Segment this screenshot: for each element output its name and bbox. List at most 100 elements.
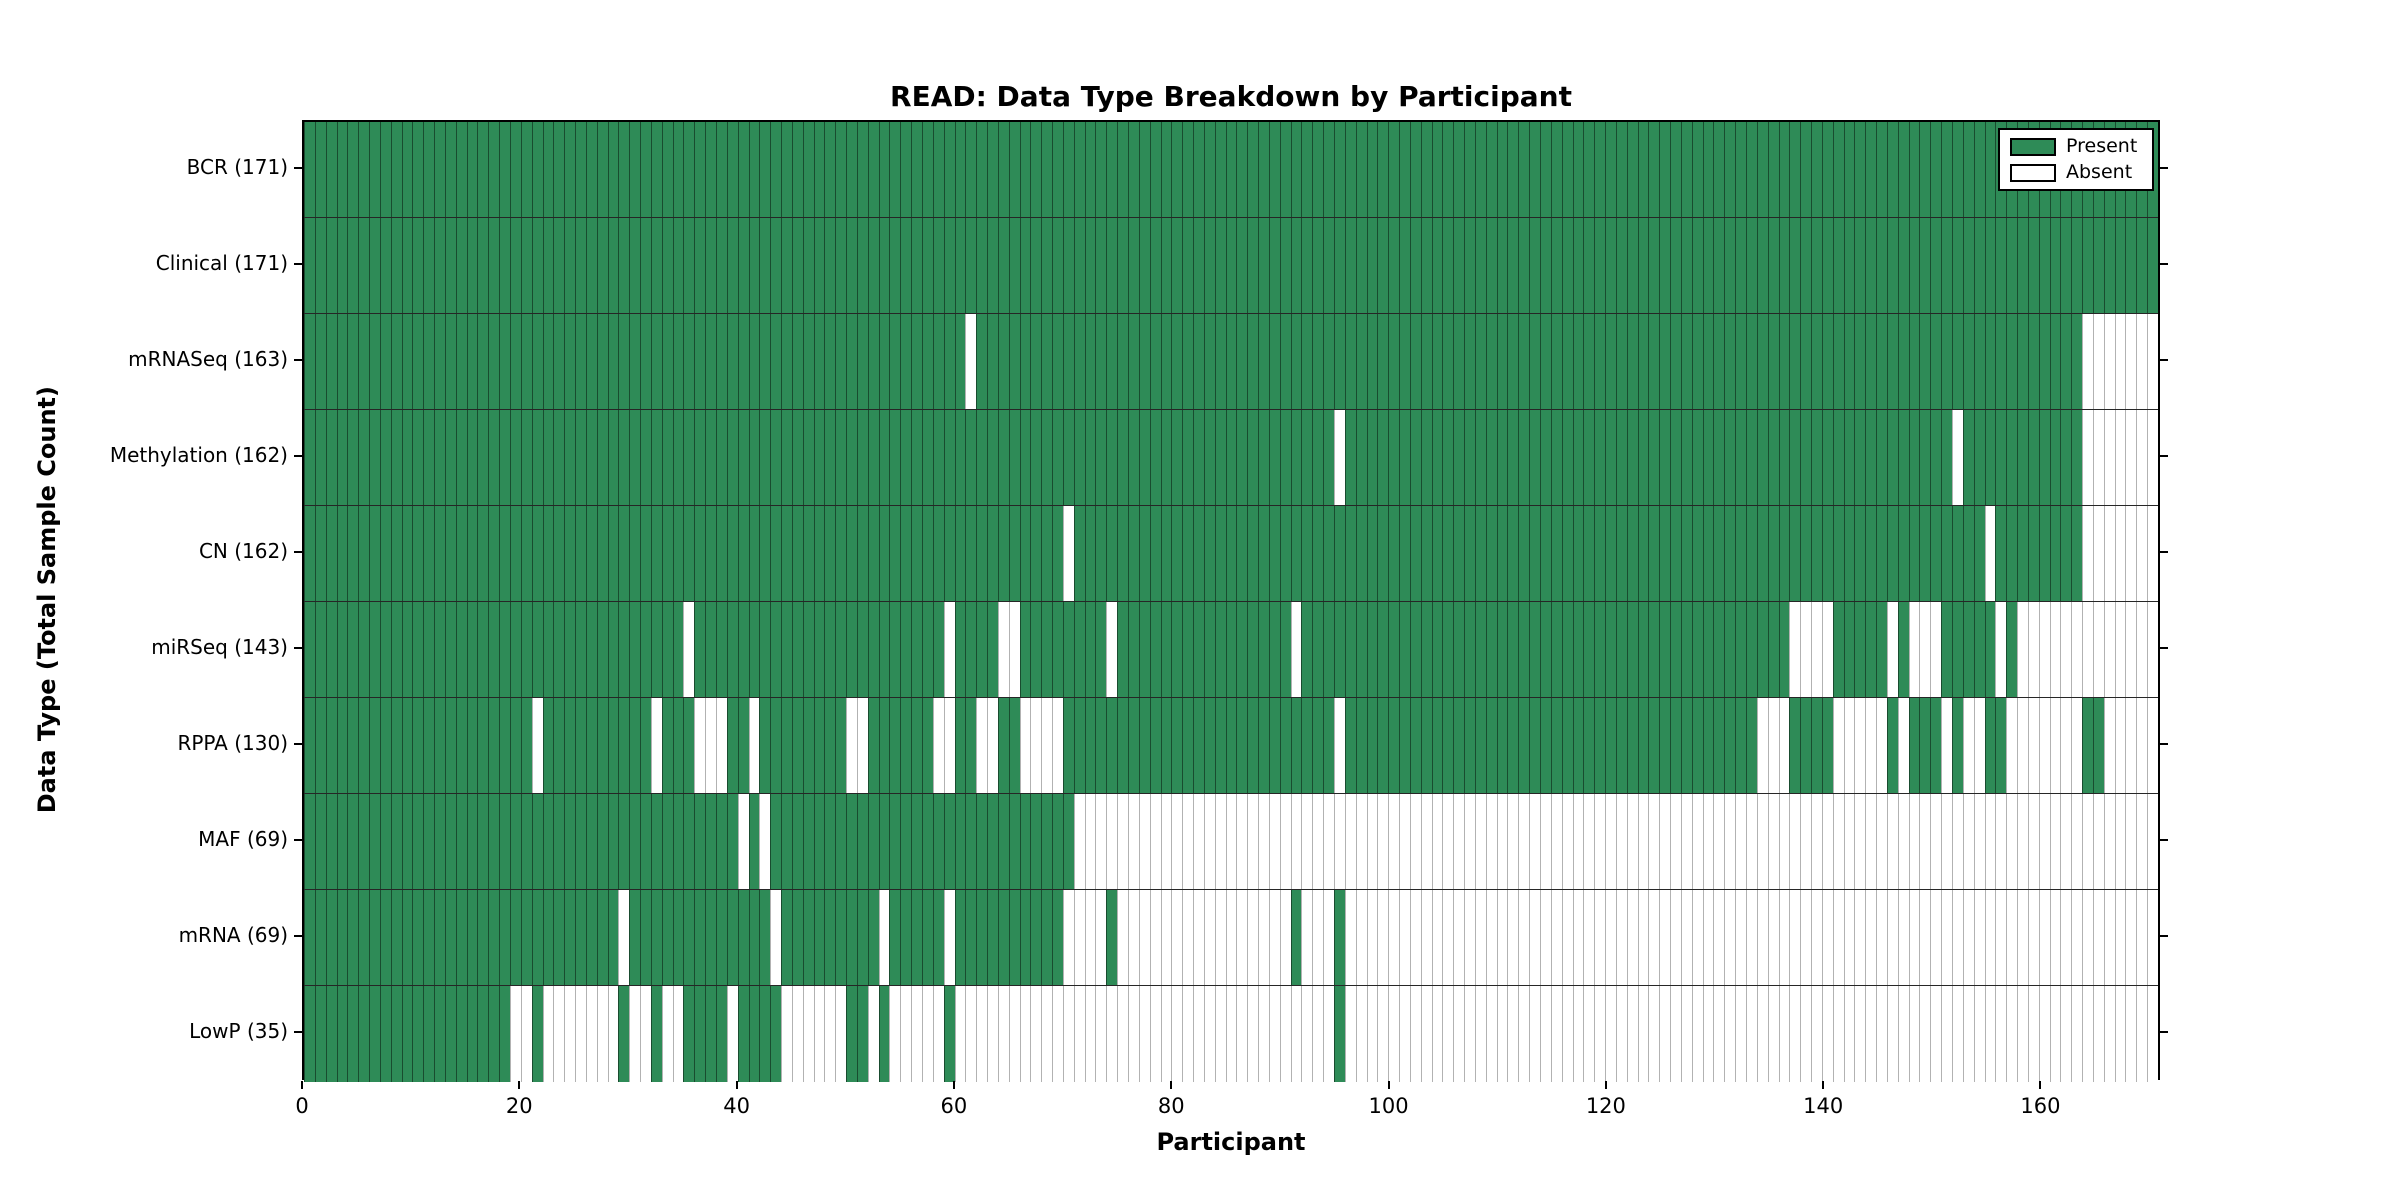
heatmap-cell-CN-3 bbox=[336, 506, 348, 601]
heatmap-cell-BCR-65 bbox=[1008, 122, 1020, 217]
heatmap-cell-Methylation-67 bbox=[1030, 410, 1042, 505]
heatmap-cell-MAF-136 bbox=[1778, 794, 1790, 889]
heatmap-cell-Clinical-48 bbox=[824, 218, 836, 313]
heatmap-cell-miRSeq-35 bbox=[683, 602, 695, 697]
heatmap-cell-RPPA-170 bbox=[2147, 698, 2158, 793]
heatmap-cell-Clinical-27 bbox=[596, 218, 608, 313]
heatmap-cell-LowP-130 bbox=[1713, 986, 1725, 1082]
heatmap-cell-Clinical-121 bbox=[1615, 218, 1627, 313]
heatmap-cell-miRSeq-83 bbox=[1203, 602, 1215, 697]
heatmap-cell-Methylation-151 bbox=[1941, 410, 1952, 505]
heatmap-cell-CN-28 bbox=[607, 506, 619, 601]
heatmap-cell-RPPA-87 bbox=[1247, 698, 1259, 793]
heatmap-cell-miRSeq-165 bbox=[2092, 602, 2104, 697]
heatmap-cell-CN-39 bbox=[726, 506, 738, 601]
heatmap-cell-mRNA-90 bbox=[1279, 890, 1291, 985]
heatmap-cell-Clinical-167 bbox=[2114, 218, 2126, 313]
heatmap-cell-RPPA-76 bbox=[1128, 698, 1139, 793]
heatmap-cell-mRNASeq-46 bbox=[802, 314, 814, 409]
heatmap-cell-BCR-15 bbox=[466, 122, 478, 217]
heatmap-cell-BCR-148 bbox=[1908, 122, 1920, 217]
heatmap-cell-BCR-30 bbox=[629, 122, 641, 217]
heatmap-cell-miRSeq-39 bbox=[726, 602, 738, 697]
heatmap-cell-mRNA-13 bbox=[444, 890, 456, 985]
heatmap-cell-MAF-60 bbox=[954, 794, 966, 889]
heatmap-cell-mRNA-25 bbox=[575, 890, 586, 985]
heatmap-cell-Clinical-153 bbox=[1962, 218, 1974, 313]
heatmap-cell-mRNASeq-130 bbox=[1713, 314, 1725, 409]
heatmap-cell-Clinical-127 bbox=[1680, 218, 1692, 313]
heatmap-cell-MAF-170 bbox=[2147, 794, 2158, 889]
heatmap-cell-mRNA-146 bbox=[1886, 890, 1898, 985]
heatmap-cell-RPPA-3 bbox=[336, 698, 348, 793]
heatmap-cell-miRSeq-120 bbox=[1605, 602, 1616, 697]
heatmap-cell-CN-66 bbox=[1019, 506, 1031, 601]
heatmap-cell-Clinical-103 bbox=[1420, 218, 1432, 313]
heatmap-cell-CN-54 bbox=[889, 506, 901, 601]
heatmap-cell-BCR-17 bbox=[488, 122, 500, 217]
heatmap-cell-Methylation-155 bbox=[1984, 410, 1996, 505]
heatmap-cell-BCR-68 bbox=[1041, 122, 1053, 217]
heatmap-cell-miRSeq-169 bbox=[2136, 602, 2148, 697]
heatmap-cell-miRSeq-123 bbox=[1637, 602, 1649, 697]
heatmap-cell-CN-85 bbox=[1225, 506, 1237, 601]
heatmap-cell-LowP-143 bbox=[1854, 986, 1866, 1082]
heatmap-cell-Methylation-164 bbox=[2082, 410, 2093, 505]
heatmap-cell-RPPA-130 bbox=[1713, 698, 1725, 793]
heatmap-cell-MAF-39 bbox=[726, 794, 738, 889]
heatmap-cell-mRNASeq-2 bbox=[325, 314, 337, 409]
heatmap-cell-BCR-99 bbox=[1377, 122, 1389, 217]
heatmap-cell-RPPA-95 bbox=[1334, 698, 1345, 793]
heatmap-cell-BCR-106 bbox=[1453, 122, 1465, 217]
heatmap-cell-mRNASeq-60 bbox=[954, 314, 966, 409]
x-tick-label-80: 80 bbox=[1157, 1094, 1185, 1118]
heatmap-cell-CN-15 bbox=[466, 506, 478, 601]
heatmap-cell-Methylation-93 bbox=[1312, 410, 1324, 505]
heatmap-cell-LowP-16 bbox=[477, 986, 489, 1082]
heatmap-cell-MAF-133 bbox=[1746, 794, 1757, 889]
heatmap-cell-miRSeq-166 bbox=[2103, 602, 2115, 697]
heatmap-cell-Methylation-43 bbox=[770, 410, 782, 505]
heatmap-cell-BCR-134 bbox=[1756, 122, 1768, 217]
heatmap-cell-mRNASeq-51 bbox=[856, 314, 868, 409]
heatmap-cell-Methylation-77 bbox=[1138, 410, 1150, 505]
heatmap-cell-BCR-155 bbox=[1984, 122, 1996, 217]
heatmap-cell-MAF-44 bbox=[781, 794, 792, 889]
heatmap-cell-Clinical-168 bbox=[2125, 218, 2137, 313]
heatmap-cell-MAF-5 bbox=[358, 794, 370, 889]
heatmap-cell-MAF-67 bbox=[1030, 794, 1042, 889]
heatmap-cell-mRNA-64 bbox=[997, 890, 1009, 985]
heatmap-cell-BCR-120 bbox=[1605, 122, 1616, 217]
heatmap-cell-MAF-27 bbox=[596, 794, 608, 889]
heatmap-cell-mRNA-69 bbox=[1052, 890, 1063, 985]
heatmap-cell-Clinical-11 bbox=[423, 218, 435, 313]
heatmap-cell-mRNASeq-96 bbox=[1344, 314, 1356, 409]
heatmap-cell-CN-155 bbox=[1984, 506, 1996, 601]
heatmap-cell-mRNASeq-59 bbox=[943, 314, 955, 409]
heatmap-cell-mRNA-120 bbox=[1605, 890, 1616, 985]
heatmap-cell-MAF-114 bbox=[1539, 794, 1551, 889]
heatmap-cell-CN-43 bbox=[770, 506, 782, 601]
heatmap-cell-miRSeq-145 bbox=[1876, 602, 1887, 697]
heatmap-cell-LowP-8 bbox=[390, 986, 402, 1082]
x-tick-mark-0 bbox=[301, 1081, 303, 1089]
heatmap-cell-mRNA-126 bbox=[1670, 890, 1681, 985]
heatmap-cell-mRNASeq-34 bbox=[672, 314, 684, 409]
heatmap-cell-RPPA-136 bbox=[1778, 698, 1790, 793]
heatmap-cell-MAF-102 bbox=[1409, 794, 1421, 889]
heatmap-cell-Methylation-145 bbox=[1876, 410, 1887, 505]
heatmap-cell-mRNA-166 bbox=[2103, 890, 2115, 985]
heatmap-cell-LowP-117 bbox=[1572, 986, 1584, 1082]
heatmap-cell-miRSeq-159 bbox=[2027, 602, 2039, 697]
heatmap-cell-mRNA-1 bbox=[314, 890, 326, 985]
heatmap-cell-Methylation-167 bbox=[2114, 410, 2126, 505]
heatmap-cell-mRNA-23 bbox=[553, 890, 565, 985]
heatmap-cell-Methylation-70 bbox=[1062, 410, 1074, 505]
heatmap-cell-RPPA-2 bbox=[325, 698, 337, 793]
heatmap-cell-MAF-35 bbox=[683, 794, 695, 889]
heatmap-cell-Clinical-64 bbox=[997, 218, 1009, 313]
heatmap-cell-MAF-97 bbox=[1355, 794, 1367, 889]
heatmap-cell-MAF-12 bbox=[434, 794, 445, 889]
heatmap-cell-CN-57 bbox=[921, 506, 933, 601]
heatmap-cell-mRNA-58 bbox=[932, 890, 944, 985]
